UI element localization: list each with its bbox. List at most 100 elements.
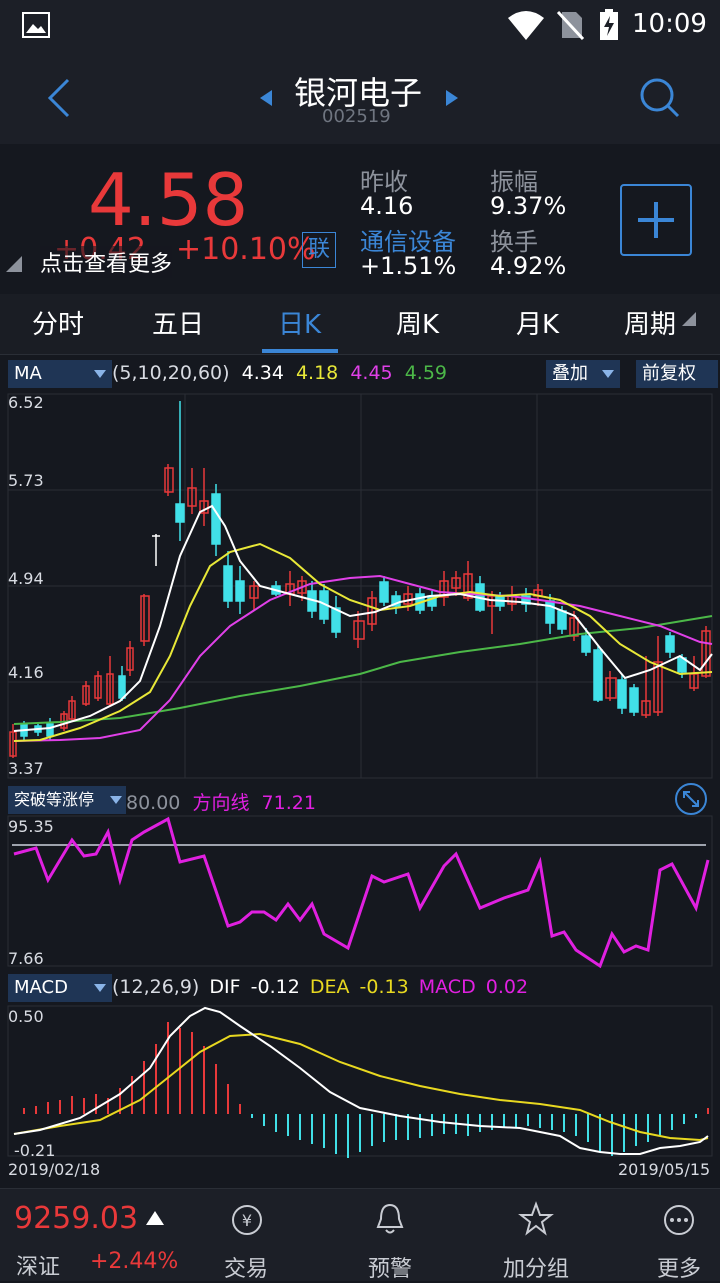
ma-selector[interactable]: MA <box>8 360 112 388</box>
tab-daily-k[interactable]: 日K <box>278 310 322 340</box>
up-arrow-icon <box>146 1211 164 1225</box>
index-change: +2.44% <box>90 1249 179 1274</box>
corner-arrow-icon <box>6 256 22 272</box>
dropdown-icon <box>94 370 106 378</box>
ma5-value: 4.34 <box>241 362 284 384</box>
trade-icon: ¥ <box>232 1205 262 1235</box>
ma10-line <box>13 542 713 742</box>
ma-params: (5,10,20,60) <box>112 362 230 384</box>
tab-period[interactable]: 周期 <box>624 310 677 340</box>
date-start: 2019/02/18 <box>8 1160 101 1179</box>
macd-axis-top: 0.50 <box>8 1007 44 1026</box>
plus-icon <box>638 202 674 238</box>
next-stock-icon[interactable] <box>444 88 460 108</box>
bottom-bar: 9259.03 深证 +2.44% ¥ 交易 预警 加分组 更多 <box>0 1188 720 1282</box>
macd-label: MACD <box>418 976 476 998</box>
macd-params: (12,26,9) <box>112 976 200 998</box>
indicator-level: 80.00 <box>126 792 181 814</box>
prev-close-label: 昨收 <box>360 168 408 196</box>
bell-icon <box>376 1203 404 1234</box>
ma60-line <box>13 615 713 725</box>
prev-close-value: 4.16 <box>360 192 414 220</box>
dif-label: DIF <box>209 976 241 998</box>
battery-charging-icon <box>600 9 618 40</box>
tab-monthly-k[interactable]: 月K <box>516 310 560 340</box>
add-watchlist-button[interactable] <box>620 184 692 256</box>
gallery-icon <box>22 12 50 38</box>
last-price: 4.58 <box>88 158 249 242</box>
macd-selector[interactable]: MACD <box>8 974 112 1002</box>
ma60-value: 4.59 <box>404 362 447 384</box>
tip-more[interactable]: 点击查看更多 <box>40 246 173 278</box>
ma-selector-label: MA <box>14 363 42 384</box>
dea-value: -0.13 <box>359 976 409 998</box>
tab-five-day[interactable]: 五日 <box>152 310 205 340</box>
back-icon[interactable] <box>44 76 74 120</box>
star-icon <box>518 1201 554 1236</box>
more-icon <box>664 1205 694 1235</box>
quote-panel[interactable]: 4.58 +0.42 +10.10% 点击查看更多 联 昨收 4.16 通信设备… <box>0 146 720 292</box>
price-change-pct: +10.10% <box>176 232 316 267</box>
turnover-value: 4.92% <box>490 252 567 280</box>
turnover-label: 换手 <box>490 228 538 256</box>
macd-axis-bottom: -0.21 <box>14 1141 55 1160</box>
amplitude-value: 9.37% <box>490 192 567 220</box>
ma5-line <box>13 504 713 732</box>
dropdown-icon <box>602 370 614 378</box>
nav-more[interactable]: 更多 <box>620 1189 720 1282</box>
search-icon[interactable] <box>638 76 682 120</box>
nav-add-group[interactable]: 加分组 <box>476 1189 596 1282</box>
tab-intraday[interactable]: 分时 <box>32 310 85 340</box>
macd-positive-bars <box>23 1022 709 1114</box>
kline-axis-bottom: 3.37 <box>8 759 44 778</box>
indicator-axis-top: 95.35 <box>8 817 54 836</box>
nav-more-label: 更多 <box>656 1257 701 1282</box>
nav-alert-label: 预警 <box>367 1257 412 1282</box>
chart-area[interactable]: MA (5,10,20,60) 4.34 4.18 4.45 4.59 叠加 前… <box>0 356 720 1184</box>
chart-svg[interactable]: 6.52 5.73 4.94 4.16 3.37 <box>0 356 720 1184</box>
dif-line <box>13 1006 709 1155</box>
tab-weekly-k[interactable]: 周K <box>396 310 440 340</box>
dropdown-icon <box>94 984 106 992</box>
ma20-value: 4.45 <box>350 362 393 384</box>
macd-value: 0.02 <box>485 976 529 998</box>
macd-values: (12,26,9) DIF -0.12 DEA -0.13 MACD 0.02 <box>112 976 528 998</box>
status-bar: 10:09 <box>0 0 720 50</box>
corner-arrow-icon <box>682 312 696 326</box>
indicator-selector[interactable]: 突破等涨停 <box>8 786 126 814</box>
svg-text:¥: ¥ <box>242 1211 252 1230</box>
sector-change: +1.51% <box>360 252 457 280</box>
clock: 10:09 <box>632 9 707 39</box>
dea-label: DEA <box>309 976 350 998</box>
wifi-icon <box>508 11 544 40</box>
kline-grid <box>8 394 712 778</box>
ma-values: (5,10,20,60) 4.34 4.18 4.45 4.59 <box>112 362 447 384</box>
period-tabs: 分时 五日 日K 周K 月K 周期 <box>0 294 720 355</box>
adjust-button[interactable]: 前复权 <box>636 360 718 388</box>
direction-line-value: 71.21 <box>261 792 316 814</box>
macd-negative-bars <box>251 1114 697 1158</box>
stock-code: 002519 <box>322 106 391 127</box>
nav-add-group-label: 加分组 <box>502 1257 569 1282</box>
prev-stock-icon[interactable] <box>258 88 274 108</box>
ma20-line <box>13 574 713 742</box>
active-tab-indicator <box>262 349 338 353</box>
indicator-frame <box>7 815 713 967</box>
sector-link[interactable]: 通信设备 <box>360 228 456 256</box>
nav-alert[interactable]: 预警 <box>330 1189 450 1282</box>
kline-axis-top: 6.52 <box>8 393 44 412</box>
amplitude-label: 振幅 <box>490 168 538 196</box>
nav-trade-label: 交易 <box>223 1257 268 1282</box>
indicator-axis-bottom: 7.66 <box>8 949 44 968</box>
lian-button[interactable]: 联 <box>302 232 336 268</box>
overlay-button[interactable]: 叠加 <box>546 360 620 388</box>
no-sim-icon <box>556 10 584 40</box>
date-end: 2019/05/15 <box>618 1160 711 1179</box>
dropdown-icon <box>110 796 122 804</box>
indicator-label: 突破等涨停 <box>14 790 95 809</box>
nav-trade[interactable]: ¥ 交易 <box>186 1189 306 1282</box>
expand-icon[interactable] <box>674 782 708 816</box>
dea-line <box>13 1032 709 1142</box>
macd-frame <box>7 1005 713 1157</box>
index-value[interactable]: 9259.03 <box>14 1201 139 1236</box>
